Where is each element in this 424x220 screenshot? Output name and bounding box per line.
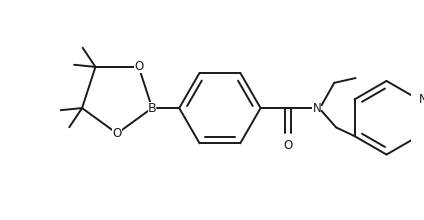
Text: N: N: [419, 93, 424, 106]
Text: N: N: [312, 102, 321, 115]
Text: O: O: [134, 61, 143, 73]
Text: O: O: [283, 139, 292, 152]
Text: O: O: [112, 127, 122, 140]
Text: B: B: [148, 102, 156, 115]
